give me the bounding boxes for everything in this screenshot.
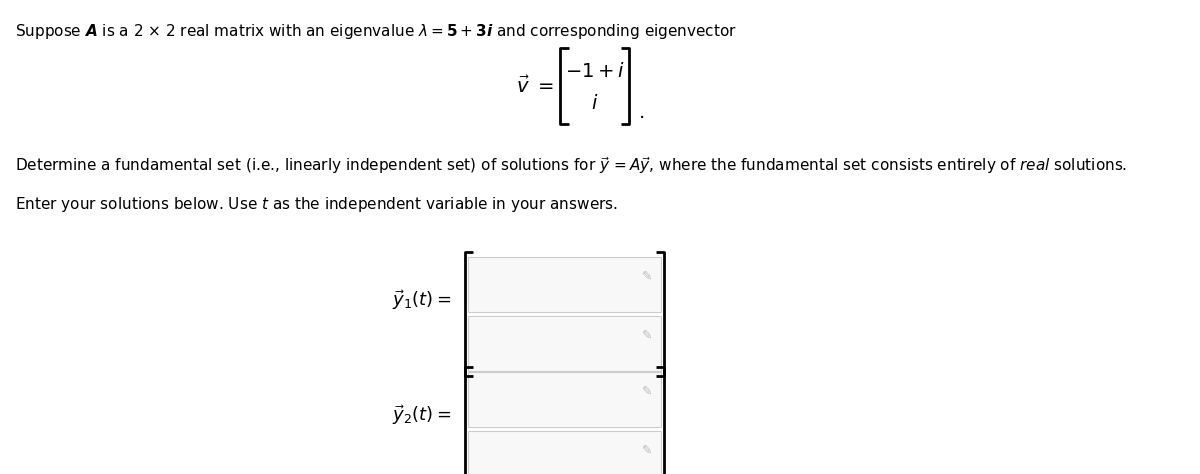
Text: Enter your solutions below. Use $t$ as the independent variable in your answers.: Enter your solutions below. Use $t$ as t… bbox=[16, 195, 618, 214]
Text: Determine a fundamental set (i.e., linearly independent set) of solutions for $\: Determine a fundamental set (i.e., linea… bbox=[16, 155, 1127, 176]
Text: $\vec{v}\ =$: $\vec{v}\ =$ bbox=[516, 75, 553, 97]
FancyBboxPatch shape bbox=[468, 316, 661, 371]
Text: .: . bbox=[640, 103, 646, 122]
Text: $i$: $i$ bbox=[592, 94, 599, 113]
Text: $-1+i$: $-1+i$ bbox=[565, 62, 625, 81]
FancyBboxPatch shape bbox=[468, 431, 661, 474]
Text: ✎: ✎ bbox=[642, 270, 653, 283]
Text: $\vec{y}_1(t) =$: $\vec{y}_1(t) =$ bbox=[392, 288, 451, 312]
FancyBboxPatch shape bbox=[468, 257, 661, 312]
Text: $\vec{y}_2(t) =$: $\vec{y}_2(t) =$ bbox=[392, 403, 451, 427]
Text: ✎: ✎ bbox=[642, 444, 653, 457]
Text: ✎: ✎ bbox=[642, 329, 653, 342]
FancyBboxPatch shape bbox=[468, 372, 661, 427]
Text: Suppose $\boldsymbol{A}$ is a 2 $\times$ 2 real matrix with an eigenvalue $\lamb: Suppose $\boldsymbol{A}$ is a 2 $\times$… bbox=[16, 22, 737, 41]
Text: ✎: ✎ bbox=[642, 385, 653, 398]
